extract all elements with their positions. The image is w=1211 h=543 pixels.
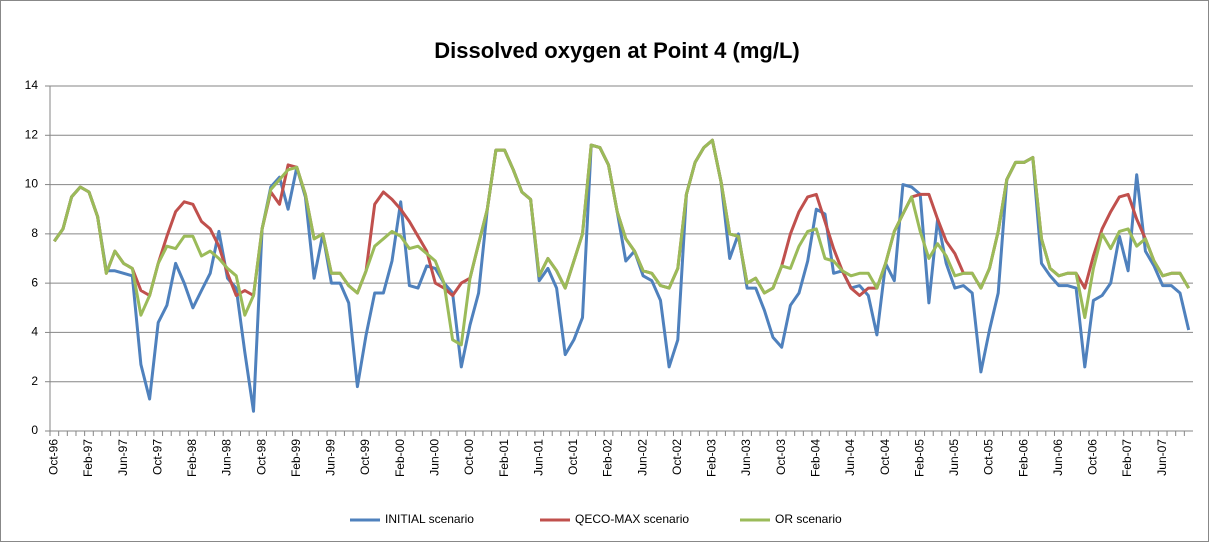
y-tick-label: 4 — [31, 325, 38, 339]
x-tick-label: Oct-06 — [1086, 439, 1100, 475]
x-tick-label: Oct-97 — [150, 439, 164, 475]
x-tick-label: Feb-97 — [81, 439, 95, 477]
series-line — [53, 138, 1190, 347]
x-tick-label: Jun-97 — [116, 439, 130, 476]
x-tick-label: Jun-00 — [428, 439, 442, 476]
x-tick-label: Feb-00 — [393, 439, 407, 477]
x-tick-label: Jun-05 — [947, 439, 961, 476]
x-tick-label: Jun-99 — [324, 439, 338, 476]
x-tick-label: Feb-04 — [809, 439, 823, 477]
x-tick-label: Oct-00 — [462, 439, 476, 475]
x-tick-label: Feb-06 — [1016, 439, 1030, 477]
x-tick-label: Feb-05 — [912, 439, 926, 477]
x-tick-label: Feb-99 — [289, 439, 303, 477]
y-tick-label: 14 — [25, 78, 39, 92]
x-tick-label: Feb-98 — [185, 439, 199, 477]
y-tick-label: 12 — [25, 127, 39, 141]
x-tick-label: Feb-01 — [497, 439, 511, 477]
x-tick-label: Jun-01 — [531, 439, 545, 476]
legend-label: QECO-MAX scenario — [575, 512, 689, 526]
legend-label: INITIAL scenario — [385, 512, 474, 526]
legend-label: OR scenario — [775, 512, 842, 526]
y-tick-label: 0 — [31, 423, 38, 437]
y-tick-label: 10 — [25, 177, 39, 191]
x-tick-label: Feb-03 — [705, 439, 719, 477]
y-tick-label: 8 — [31, 226, 38, 240]
x-tick-label: Oct-01 — [566, 439, 580, 475]
x-tick-label: Feb-02 — [601, 439, 615, 477]
x-tick-label: Oct-98 — [254, 439, 268, 475]
chart-title: Dissolved oxygen at Point 4 (mg/L) — [434, 38, 800, 63]
x-tick-label: Oct-96 — [47, 439, 61, 475]
y-tick-label: 2 — [31, 374, 38, 388]
y-tick-label: 6 — [31, 275, 38, 289]
x-tick-label: Oct-05 — [982, 439, 996, 475]
x-tick-label: Jun-03 — [739, 439, 753, 476]
x-tick-label: Jun-04 — [843, 439, 857, 476]
x-tick-label: Jun-02 — [635, 439, 649, 476]
x-tick-label: Jun-06 — [1051, 439, 1065, 476]
x-tick-label: Feb-07 — [1120, 439, 1134, 477]
x-tick-label: Oct-03 — [774, 439, 788, 475]
x-tick-label: Oct-04 — [878, 439, 892, 475]
x-tick-label: Oct-99 — [358, 439, 372, 475]
series-line — [53, 138, 1191, 413]
x-tick-label: Jun-07 — [1155, 439, 1169, 476]
x-tick-label: Jun-98 — [220, 439, 234, 476]
x-tick-label: Oct-02 — [670, 439, 684, 475]
